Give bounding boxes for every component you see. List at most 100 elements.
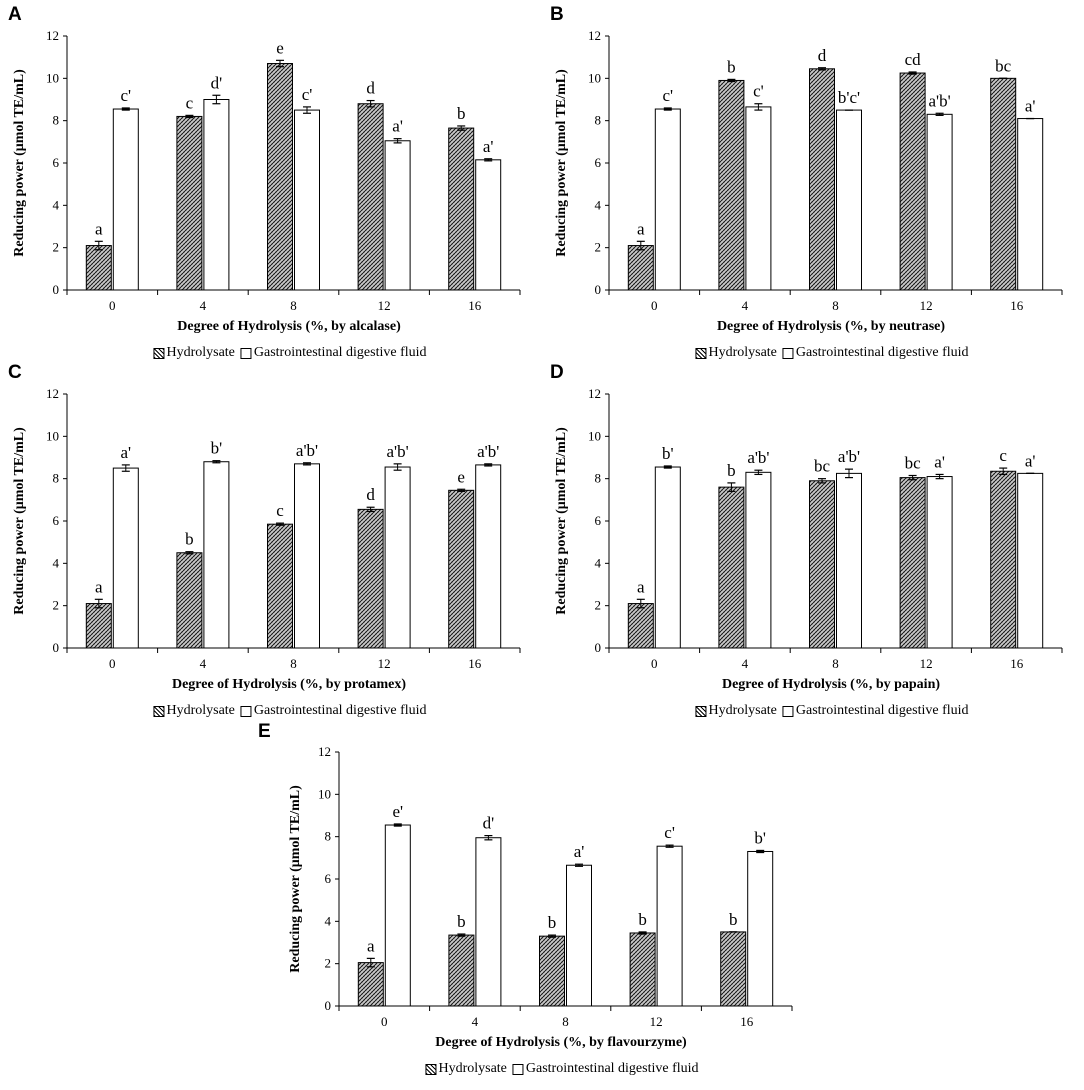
significance-label: b' [211, 439, 223, 458]
x-tick-label: 4 [200, 298, 207, 313]
x-tick-label: 0 [381, 1014, 388, 1029]
error-bar [185, 551, 194, 555]
legend-label-hydrolysate: Hydrolysate [166, 703, 235, 718]
significance-label: bc [905, 453, 922, 472]
error-bar [212, 460, 221, 464]
y-tick-label: 6 [595, 155, 602, 170]
y-tick-label: 4 [53, 197, 60, 212]
error-bar [484, 158, 493, 162]
bar-hydrolysate [85, 603, 112, 649]
panel-letter: D [550, 362, 564, 383]
error-bar [457, 933, 466, 937]
bar-hydrolysate [809, 480, 835, 649]
error-bar [484, 463, 493, 467]
x-tick-label: 12 [378, 298, 391, 313]
error-bar [393, 463, 402, 471]
y-tick-label: 2 [53, 598, 60, 613]
error-bar [94, 598, 103, 609]
bar-hydrolysate [176, 115, 203, 291]
bar-hydrolysate [718, 79, 745, 291]
significance-label: a'b' [387, 442, 409, 461]
significance-label: c' [664, 823, 675, 842]
error-bar [727, 78, 736, 83]
bar-hydrolysate [448, 934, 475, 1007]
significance-label: a' [120, 443, 131, 462]
bar-chart: 0 2 4 6 8 10 12 0 a c' 4 c d' 8 e c' 12 d a' 16 b a' [46, 28, 521, 313]
x-tick-label: 8 [290, 298, 297, 313]
error-bar [276, 59, 284, 68]
error-bar [756, 849, 765, 854]
y-tick-label: 6 [53, 155, 60, 170]
y-tick-label: 0 [53, 282, 60, 297]
significance-label: b [638, 910, 647, 929]
error-bar [935, 473, 944, 480]
bar-gastro [926, 476, 953, 649]
error-bar [303, 462, 311, 466]
bar-hydrolysate [720, 931, 747, 1007]
chart-panel-e: E Reducing power (μmol TE/mL) 0 2 4 6 8 10 12 0… [258, 716, 812, 1081]
legend-swatch-hydrolysate [425, 1063, 437, 1075]
bar-gastro [566, 864, 592, 1007]
x-tick-label: 8 [832, 656, 839, 671]
error-bar [999, 467, 1008, 476]
y-tick-label: 8 [53, 471, 60, 486]
error-bar [366, 957, 375, 968]
x-tick-label: 12 [920, 656, 933, 671]
bar-chart: 0 2 4 6 8 10 12 0 a b' 4 b a'b' 8 bc a'b' 12 bc a' 16 c a' [588, 386, 1063, 671]
bar-chart: 0 2 4 6 8 10 12 0 a e' 4 b d' 8 b a' 12 b c' 16 b b' [318, 744, 793, 1029]
bar-hydrolysate [267, 63, 293, 291]
significance-label: bc [814, 457, 831, 476]
y-tick-label: 2 [595, 598, 602, 613]
bar-gastro [294, 109, 320, 291]
significance-label: e [457, 467, 465, 486]
y-tick-label: 6 [53, 513, 60, 528]
legend-label-gastro: Gastrointestinal digestive fluid [525, 1061, 699, 1076]
y-tick-label: 0 [595, 282, 602, 297]
bar-gastro [745, 106, 772, 291]
bar-gastro [384, 824, 411, 1007]
error-bar [303, 106, 311, 114]
significance-label: d' [211, 73, 223, 92]
x-tick-label: 8 [562, 1014, 569, 1029]
significance-label: a'b' [296, 441, 318, 460]
significance-label: c' [120, 86, 131, 105]
legend-swatch-hydrolysate [153, 347, 165, 359]
x-tick-label: 0 [651, 298, 658, 313]
error-bar [754, 103, 763, 111]
error-bar [393, 823, 402, 827]
significance-label: c [186, 93, 194, 112]
significance-label: a'b' [477, 442, 499, 461]
y-tick-label: 4 [595, 555, 602, 570]
bar-gastro [836, 472, 862, 649]
x-tick-label: 4 [742, 656, 749, 671]
bar-hydrolysate [357, 103, 384, 291]
x-tick-label: 0 [651, 656, 658, 671]
error-bar [94, 240, 103, 251]
bar-hydrolysate [357, 962, 384, 1007]
x-tick-label: 8 [832, 298, 839, 313]
x-tick-label: 16 [740, 1014, 754, 1029]
x-tick-label: 16 [468, 298, 482, 313]
x-tick-label: 16 [1010, 298, 1024, 313]
bar-gastro [475, 159, 502, 291]
bar-chart: 0 2 4 6 8 10 12 0 a c' 4 b c' 8 d b'c' 12 cd a'b' 16 bc a' [588, 28, 1063, 313]
x-axis-label: Degree of Hydrolysis (%, by protamex) [171, 677, 407, 692]
significance-label: d [366, 79, 375, 98]
x-tick-label: 16 [1010, 656, 1024, 671]
bar-gastro [656, 845, 683, 1007]
bar-hydrolysate [990, 470, 1017, 649]
legend-label-hydrolysate: Hydrolysate [438, 1061, 507, 1076]
bar-gastro [654, 466, 681, 649]
y-tick-label: 0 [53, 640, 60, 655]
panel-letter: E [258, 721, 271, 742]
y-tick-label: 4 [53, 555, 60, 570]
significance-label: a [95, 219, 103, 238]
significance-label: a' [574, 842, 585, 861]
legend-swatch-hydrolysate [695, 705, 707, 717]
legend-swatch-gastro [240, 705, 252, 717]
significance-label: c [276, 501, 284, 520]
y-tick-label: 4 [595, 197, 602, 212]
y-tick-label: 12 [588, 28, 601, 43]
legend: Hydrolysate Gastrointestinal digestive f… [691, 703, 970, 719]
legend: Hydrolysate Gastrointestinal digestive f… [149, 345, 428, 361]
